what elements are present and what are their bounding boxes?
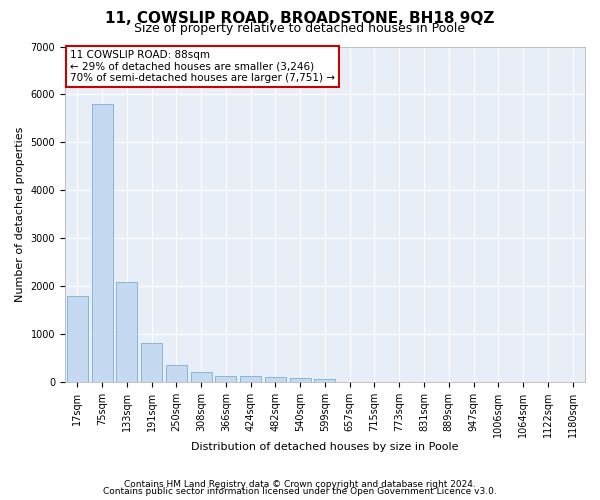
Bar: [116, 282, 137, 382]
Bar: [166, 366, 187, 382]
Text: 11, COWSLIP ROAD, BROADSTONE, BH18 9QZ: 11, COWSLIP ROAD, BROADSTONE, BH18 9QZ: [106, 11, 494, 26]
Text: 11 COWSLIP ROAD: 88sqm
← 29% of detached houses are smaller (3,246)
70% of semi-: 11 COWSLIP ROAD: 88sqm ← 29% of detached…: [70, 50, 335, 83]
X-axis label: Distribution of detached houses by size in Poole: Distribution of detached houses by size …: [191, 442, 459, 452]
Text: Contains public sector information licensed under the Open Government Licence v3: Contains public sector information licen…: [103, 488, 497, 496]
Bar: [240, 376, 261, 382]
Bar: [92, 104, 113, 382]
Bar: [191, 372, 212, 382]
Bar: [141, 344, 162, 382]
Bar: [314, 379, 335, 382]
Bar: [215, 376, 236, 382]
Bar: [265, 377, 286, 382]
Bar: [290, 378, 311, 382]
Text: Contains HM Land Registry data © Crown copyright and database right 2024.: Contains HM Land Registry data © Crown c…: [124, 480, 476, 489]
Y-axis label: Number of detached properties: Number of detached properties: [15, 126, 25, 302]
Text: Size of property relative to detached houses in Poole: Size of property relative to detached ho…: [134, 22, 466, 35]
Bar: [67, 296, 88, 382]
